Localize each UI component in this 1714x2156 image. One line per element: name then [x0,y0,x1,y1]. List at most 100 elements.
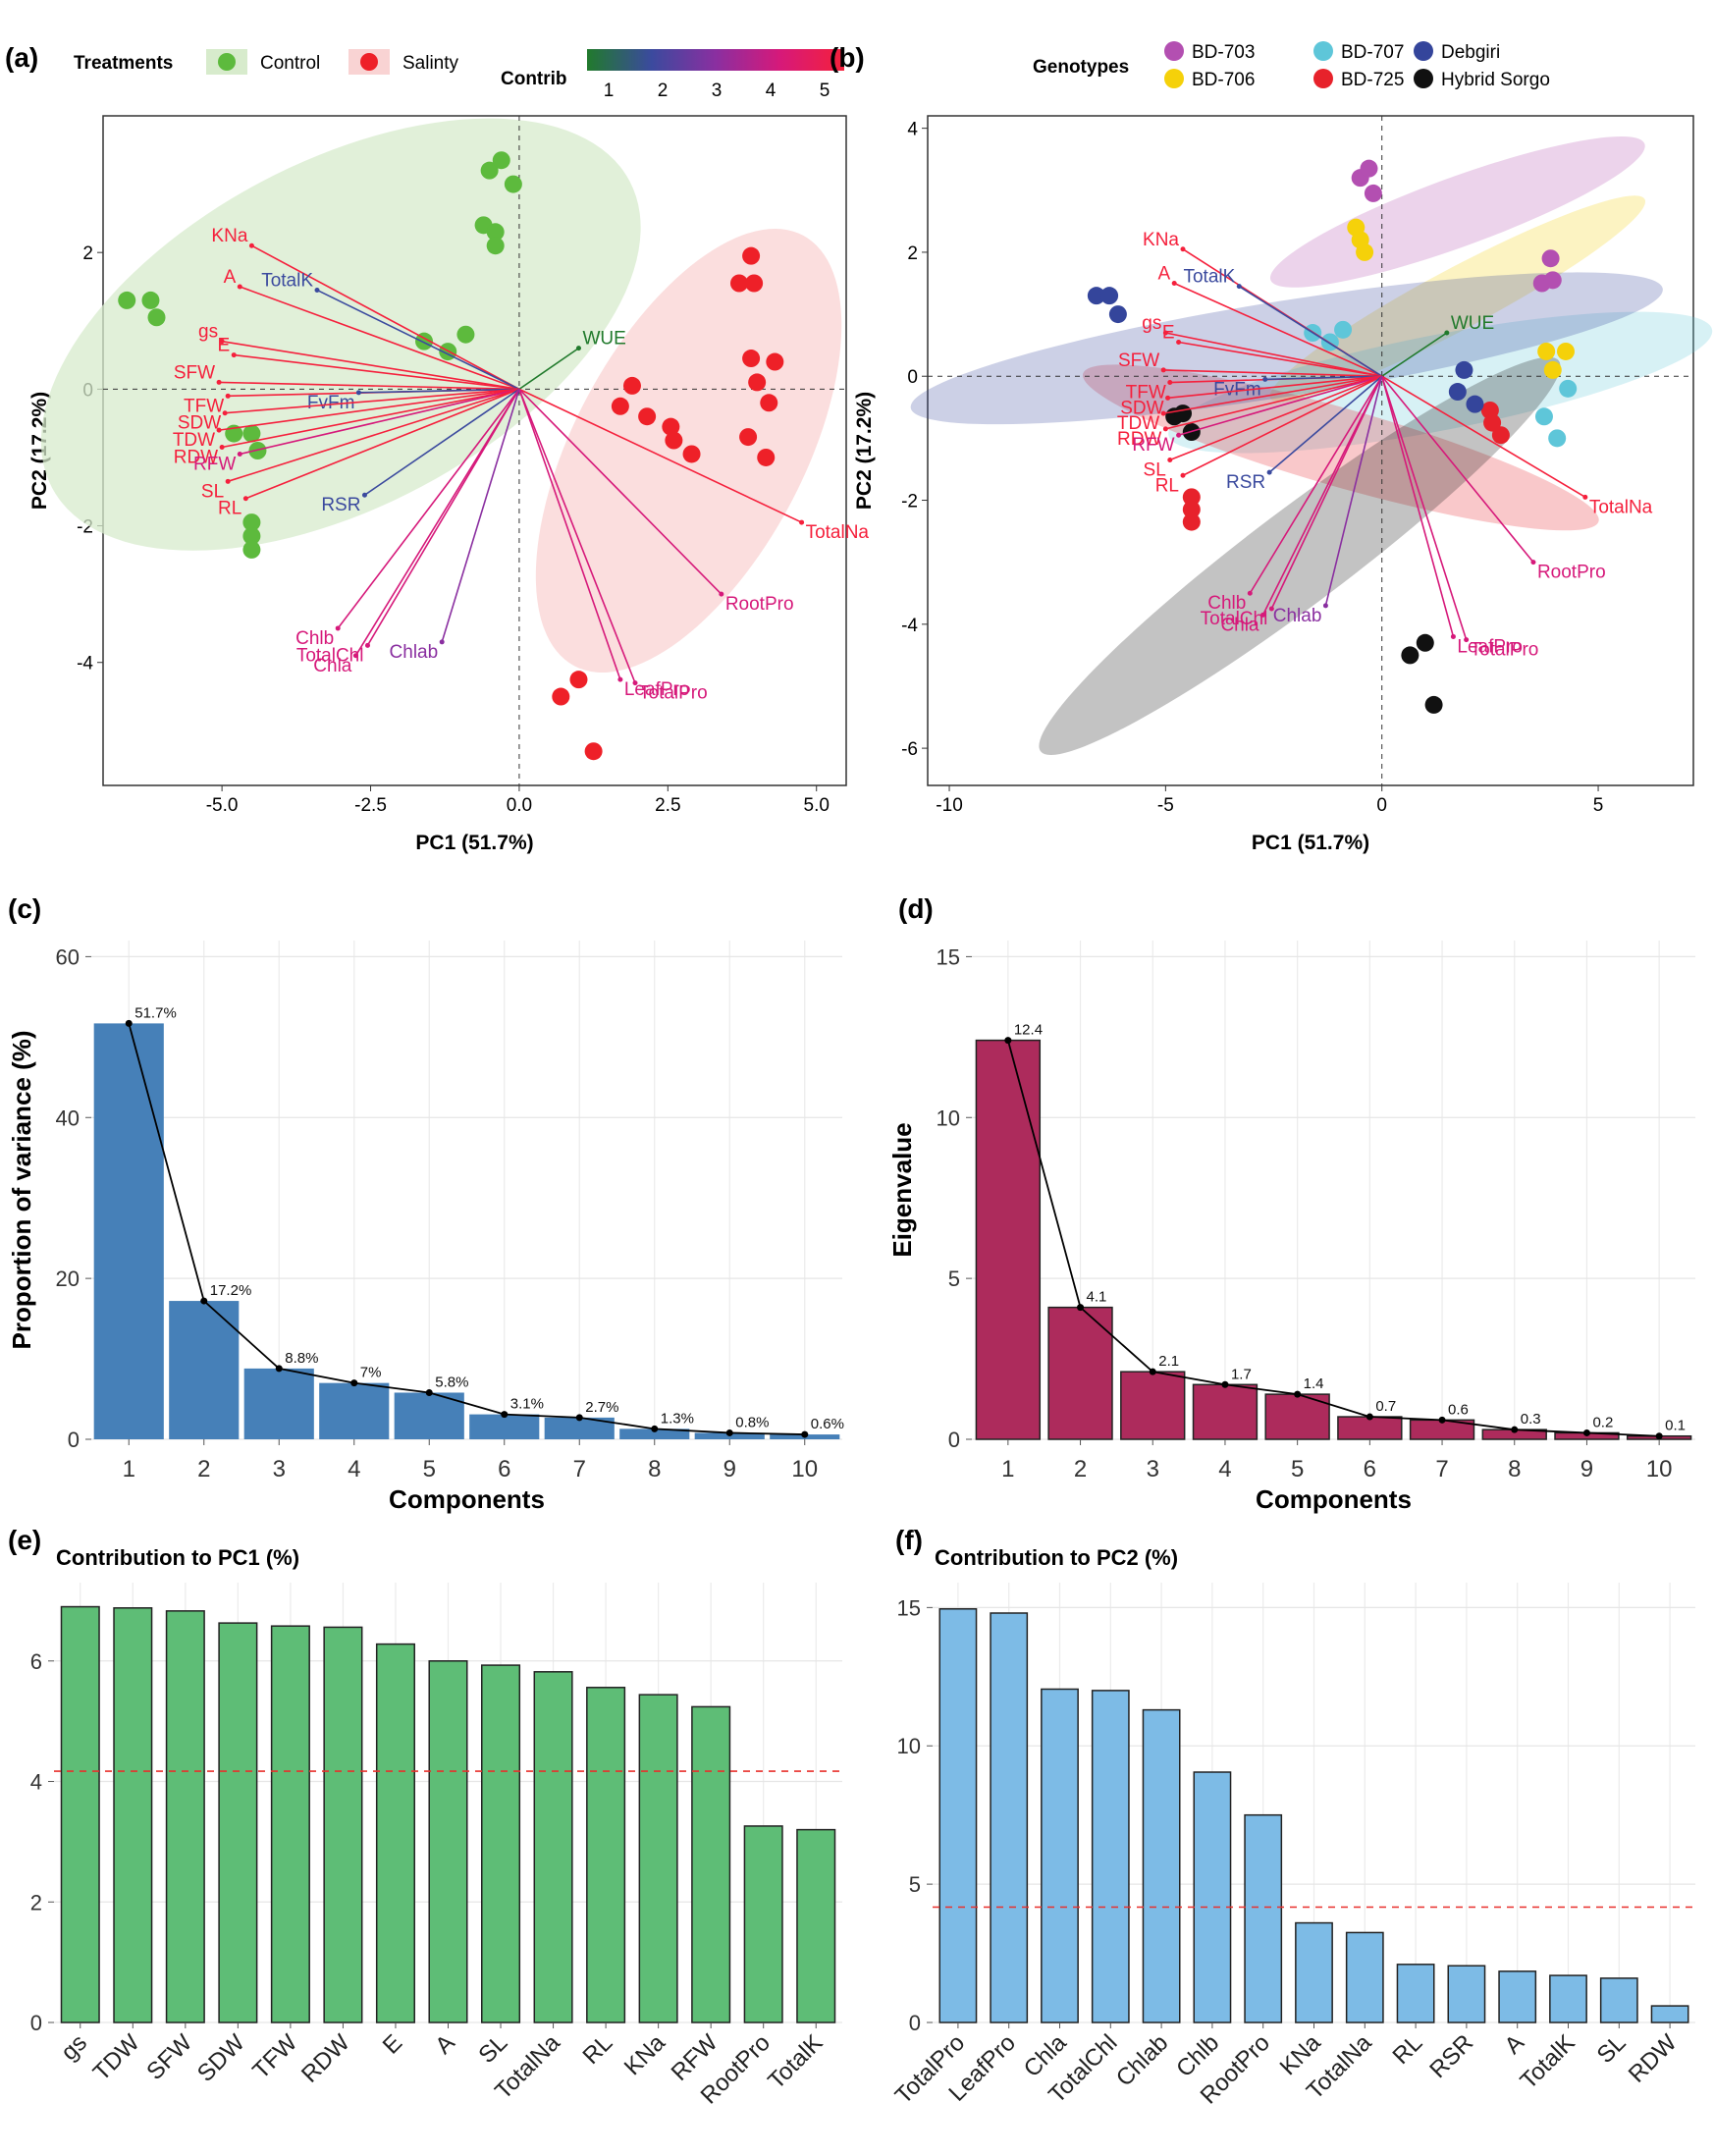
point-bd-725 [1182,488,1201,507]
x-tick-label: 6 [1364,1456,1376,1482]
bar-rl [586,1687,626,2023]
arrow-head [1180,246,1186,252]
loading-label: RSR [1226,472,1265,493]
y-tick-label: 2 [82,243,93,264]
point-control [141,291,160,309]
bar-4 [319,1382,390,1439]
colorbar-tick-label: 2 [658,81,669,101]
point-bd-725 [1182,512,1201,531]
bar-rootpro [1244,1813,1283,2023]
loading-label: SL [1144,459,1166,480]
loading-arrow [1163,375,1382,414]
point-debgiri [1448,383,1467,402]
loading-arrow [1381,375,1586,499]
loading-label: TFW [184,396,224,416]
point-salinty [757,448,776,466]
trend-line [1006,1040,1660,1437]
loading-label: RootPro [725,594,794,615]
trend-point [575,1414,583,1422]
bar-totalk [796,1828,836,2023]
bar-totalchl [1091,1690,1130,2023]
x-tick-label: 2.5 [655,795,680,816]
legend-label: Control [260,53,320,74]
loading-label: A [1157,264,1170,285]
data-label: 8.8% [285,1350,318,1367]
x-tick-label: RL [1388,2029,1428,2070]
arrow-head [1162,426,1168,432]
arrow-head [237,451,242,457]
data-label: 0.1 [1665,1418,1686,1434]
loading-arrow [218,388,520,431]
arrow-head [335,625,341,631]
loading-label: RSR [321,495,360,515]
loading-label: SDW [178,413,221,434]
point-bd-707 [1548,429,1567,448]
trend-point [1438,1416,1446,1424]
y-tick-label: 2 [30,1890,42,1914]
point-bd-706 [1537,342,1556,360]
y-axis-title: Proportion of variance (%) [7,1030,36,1349]
x-tick-label: SL [473,2029,512,2069]
loading-label: TotalChl [1201,609,1268,629]
bar-rdw [1650,2005,1689,2023]
y-tick-label: -4 [901,616,918,636]
trend-point [1149,1368,1156,1375]
x-tick-label: -5 [1157,795,1174,816]
bar-2 [1047,1306,1113,1440]
loading-arrow [219,381,519,391]
loading-label: RL [218,499,241,519]
x-tick-label: SL [1592,2029,1632,2069]
loading-arrow [1249,375,1383,594]
loading-arrow [1173,282,1383,377]
point-control [486,237,505,255]
loading-label: WUE [582,329,625,350]
trend-point [725,1428,733,1436]
x-tick-label: 1 [123,1456,135,1482]
bar-a [428,1660,468,2023]
loading-arrow [1381,375,1534,564]
data-label: 0.6% [811,1416,844,1432]
loading-arrow [225,388,519,414]
arrow-head [237,284,242,290]
loading-label: LeafPro [1457,636,1523,657]
panel-label: (f) [895,1525,923,1555]
y-tick-label: 60 [56,944,80,969]
point-salinty [742,246,761,265]
loading-label: RFW [193,454,236,474]
x-tick-label: KNa [619,2029,671,2081]
panel-f-pc2-contribution: (f)Contribution to PC2 (%)051015TotalPro… [890,1525,1695,2110]
loading-arrow [1380,376,1455,637]
y-tick-label: 10 [937,1105,960,1130]
point-hybrid-sorgo [1416,633,1434,652]
arrow-head [216,427,222,433]
arrow-head [1322,603,1328,609]
loading-arrow [1380,375,1468,640]
point-salinty [552,687,570,706]
x-tick-label: 3 [1147,1456,1159,1482]
data-label: 2.1 [1158,1353,1179,1370]
loading-label: SFW [1118,350,1159,371]
loading-arrow [245,388,520,500]
arrow-head [1162,330,1168,336]
y-axis-title: PC2 (17.2%) [853,392,876,510]
x-tick-label: 6 [498,1456,510,1482]
loading-arrow [337,388,520,629]
loading-arrow [1178,341,1382,378]
x-tick-label: 5 [1593,795,1604,816]
x-tick-label: 8 [1508,1456,1521,1482]
y-tick-label: 40 [56,1105,80,1130]
legend-label: BD-706 [1192,70,1255,90]
x-tick-label: RL [578,2029,618,2070]
x-tick-label: 4 [1218,1456,1231,1482]
loading-label: E [218,336,231,356]
point-hybrid-sorgo [1401,646,1419,665]
bar-chlab [1142,1708,1181,2023]
legend-key-salinty [360,53,378,71]
bar-rsr [1447,1965,1486,2023]
arrow-head [1266,469,1272,475]
x-tick-label: 5 [1291,1456,1304,1482]
loading-label: RDW [1117,429,1161,450]
bar-kna [638,1694,678,2023]
y-tick-label: 20 [56,1267,80,1291]
y-tick-label: 0 [30,2011,42,2035]
